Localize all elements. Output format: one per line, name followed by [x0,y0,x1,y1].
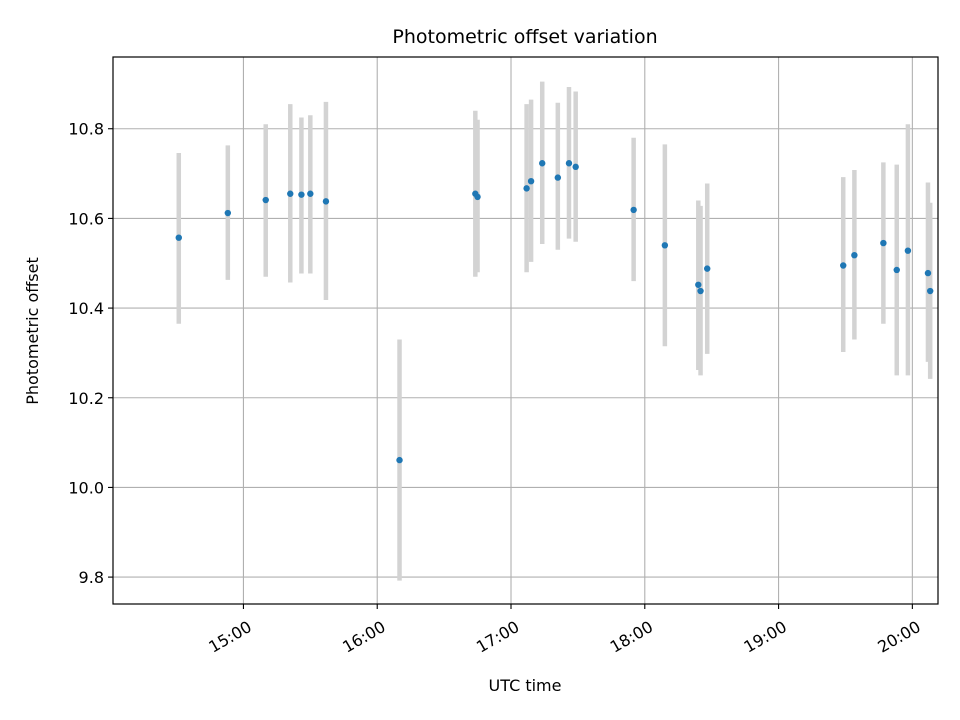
data-point [523,185,530,192]
data-point [298,191,305,198]
x-axis-ticks: 15:00 16:00 17:00 18:00 19:00 20:00 [205,604,924,657]
data-point [307,190,314,197]
data-point [926,287,934,295]
y-tick-label: 10.4 [68,299,104,318]
data-point [572,163,579,171]
data-point [697,287,704,295]
y-tick-label: 10.0 [68,478,104,497]
data-point [893,266,900,274]
x-tick-label: 16:00 [339,617,388,657]
data-point [924,269,932,277]
error-bars [176,81,933,581]
data-point [527,177,535,185]
x-tick-label: 20:00 [874,617,923,657]
x-tick-label: 18:00 [607,617,656,657]
y-axis-label: Photometric offset [23,257,42,405]
data-point [565,160,573,167]
plot-frame [112,56,939,605]
data-point [904,247,912,254]
y-tick-label: 10.2 [68,389,104,408]
y-tick-label: 9.8 [79,568,104,587]
data-point [322,198,330,205]
data-point [396,456,403,464]
data-point [539,160,546,167]
x-tick-label: 19:00 [741,617,790,657]
y-tick-label: 10.6 [68,209,104,228]
data-point [262,196,269,204]
data-point [630,206,637,214]
y-axis-ticks: 9.8 10.0 10.2 10.4 10.6 10.8 [68,120,113,587]
data-point [880,239,887,247]
data-point [851,251,858,259]
data-point [175,234,182,241]
x-tick-label: 15:00 [205,617,254,657]
x-tick-label: 17:00 [473,617,522,657]
x-axis-label: UTC time [489,676,562,695]
data-point [474,193,481,201]
data-point [224,209,232,217]
data-point [661,242,669,249]
data-point [695,281,702,288]
chart-title: Photometric offset variation [392,26,657,48]
data-point [704,265,711,272]
data-point [554,174,562,181]
grid-lines [113,57,938,604]
data-point [840,262,847,269]
data-points [175,160,934,464]
y-tick-label: 10.8 [68,120,104,139]
data-point [287,190,294,197]
